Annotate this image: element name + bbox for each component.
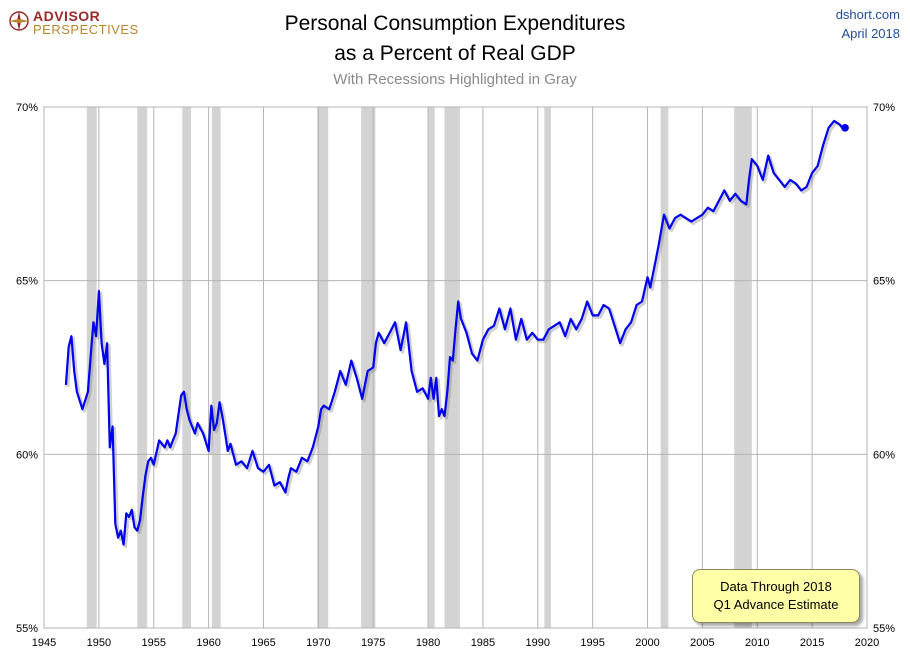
annotation-line2: Q1 Advance Estimate: [713, 597, 839, 612]
recession-band: [734, 107, 752, 628]
recession-band: [544, 107, 551, 628]
x-tick-label: 1955: [141, 637, 165, 649]
x-tick-label: 1980: [416, 637, 440, 649]
recession-band: [211, 107, 221, 628]
y-tick-label-left: 55%: [16, 623, 38, 635]
recession-band: [86, 107, 97, 628]
chart-title: Personal Consumption Expenditures: [284, 12, 626, 35]
recession-band: [361, 107, 376, 628]
x-tick-label: 1970: [306, 637, 330, 649]
y-tick-label-left: 65%: [16, 276, 38, 288]
x-tick-label: 1975: [361, 637, 385, 649]
x-tick-label: 1950: [87, 637, 111, 649]
x-tick-label: 1990: [526, 637, 550, 649]
source-site: dshort.com: [835, 7, 900, 22]
recession-band: [137, 107, 148, 628]
logo-line1: ADVISOR: [33, 8, 101, 24]
x-tick-label: 1965: [251, 637, 275, 649]
x-tick-label: 2020: [855, 637, 879, 649]
logo-line2: PERSPECTIVES: [33, 22, 139, 37]
y-tick-label-left: 70%: [16, 102, 38, 114]
recession-band: [444, 107, 460, 628]
annotation-line1: Data Through 2018: [720, 579, 832, 594]
recession-bands: [86, 107, 752, 628]
x-tick-label: 2005: [690, 637, 714, 649]
x-tick-label: 1995: [580, 637, 604, 649]
x-tick-label: 2010: [745, 637, 769, 649]
x-tick-label: 1945: [32, 637, 56, 649]
y-tick-label-right: 65%: [873, 276, 895, 288]
y-tick-label-right: 60%: [873, 449, 895, 461]
x-tick-label: 2015: [800, 637, 824, 649]
recession-band: [660, 107, 669, 628]
last-data-point: [841, 124, 849, 132]
axis-labels: 1945 1950 1955 1960 1965 1970 1975 1980 1985 1990…: [16, 102, 895, 649]
grid-lines: [43, 106, 868, 629]
annotation-box: Data Through 2018 Q1 Advance Estimate: [692, 569, 860, 623]
x-tick-label: 1960: [196, 637, 220, 649]
series-layer: [64, 119, 849, 549]
series-line: [64, 119, 846, 546]
y-tick-label-left: 60%: [16, 449, 38, 461]
logo: ADVISOR PERSPECTIVES: [8, 8, 138, 38]
x-tick-label: 2000: [635, 637, 659, 649]
recession-band: [428, 107, 435, 628]
y-tick-label-right: 55%: [873, 623, 895, 635]
x-tick-label: 1985: [471, 637, 495, 649]
source-date: April 2018: [841, 26, 900, 41]
recession-band: [182, 107, 192, 628]
chart-title-line2: as a Percent of Real GDP: [334, 42, 576, 65]
y-tick-label-right: 70%: [873, 102, 895, 114]
recession-band: [317, 107, 329, 628]
compass-logo-icon: [9, 11, 29, 31]
chart-subtitle: With Recessions Highlighted in Gray: [333, 71, 577, 88]
